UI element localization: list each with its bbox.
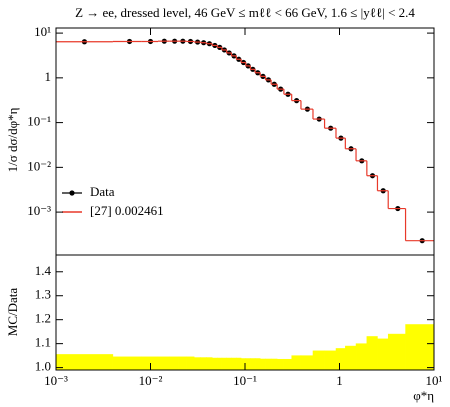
y-axis-label: 1/σ dσ/dφ*η xyxy=(5,107,20,172)
ratio-band xyxy=(377,338,389,371)
x-tick-label: 1 xyxy=(336,373,343,388)
ratio-band xyxy=(259,358,266,371)
ratio-band xyxy=(324,350,337,371)
ratio-band xyxy=(211,357,218,371)
chart-title: Z → ee, dressed level, 46 GeV ≤ mℓℓ < 66… xyxy=(75,5,415,20)
legend-label: [27] 0.002461 xyxy=(90,203,164,218)
ratio-band xyxy=(300,355,314,371)
ratio-band xyxy=(270,358,278,371)
ratio-band xyxy=(250,358,256,371)
ratio-band xyxy=(55,354,114,371)
ratio-band xyxy=(186,356,195,371)
ratio-band xyxy=(169,356,180,371)
ratio-band xyxy=(157,356,171,371)
ratio-band xyxy=(254,358,261,371)
y-tick-label: 1.2 xyxy=(35,311,51,326)
ratio-band xyxy=(200,357,207,371)
y-tick-label: 1.1 xyxy=(35,335,51,350)
ratio-band xyxy=(345,345,357,371)
ratio-band xyxy=(265,358,272,371)
y-tick-label: 1.4 xyxy=(35,263,52,278)
ratio-band xyxy=(231,357,237,371)
ratio-band xyxy=(355,343,368,371)
x-tick-label: 10⁻² xyxy=(139,373,163,388)
ratio-band xyxy=(141,356,159,371)
ratio-band xyxy=(236,357,242,371)
ratio-band xyxy=(387,333,406,371)
y-tick-label: 10⁻¹ xyxy=(27,114,51,129)
y-tick-label: 10⁻³ xyxy=(27,203,51,218)
legend-label: Data xyxy=(90,184,115,199)
ratio-band xyxy=(193,357,201,371)
ratio-band xyxy=(226,357,232,371)
y-tick-label: 1.3 xyxy=(35,287,51,302)
ratio-band xyxy=(217,357,223,371)
ratio-band xyxy=(276,358,285,371)
ratio-band xyxy=(206,357,213,371)
ratio-band xyxy=(283,358,292,371)
legend-swatch xyxy=(69,190,75,196)
ratio-band xyxy=(112,356,142,371)
ratio-band xyxy=(312,350,325,371)
ratio-band xyxy=(178,356,187,371)
ratio-band xyxy=(366,336,378,371)
y-tick-label: 10¹ xyxy=(34,24,51,39)
ratio-band xyxy=(221,357,227,371)
ratio-band xyxy=(291,355,302,371)
x-tick-label: 10⁻¹ xyxy=(233,373,257,388)
ratio-band xyxy=(335,348,346,371)
ratio-y-axis-label: MC/Data xyxy=(5,288,20,337)
ratio-band xyxy=(405,324,435,371)
x-tick-label: 10¹ xyxy=(426,373,443,388)
plot-frame xyxy=(55,254,435,371)
y-tick-label: 1 xyxy=(45,69,52,84)
x-axis-label: φ*η xyxy=(413,388,434,403)
ratio-band xyxy=(245,358,251,371)
y-tick-label: 1.0 xyxy=(35,359,51,374)
x-tick-label: 10⁻³ xyxy=(44,373,68,388)
y-tick-label: 10⁻² xyxy=(27,158,51,173)
